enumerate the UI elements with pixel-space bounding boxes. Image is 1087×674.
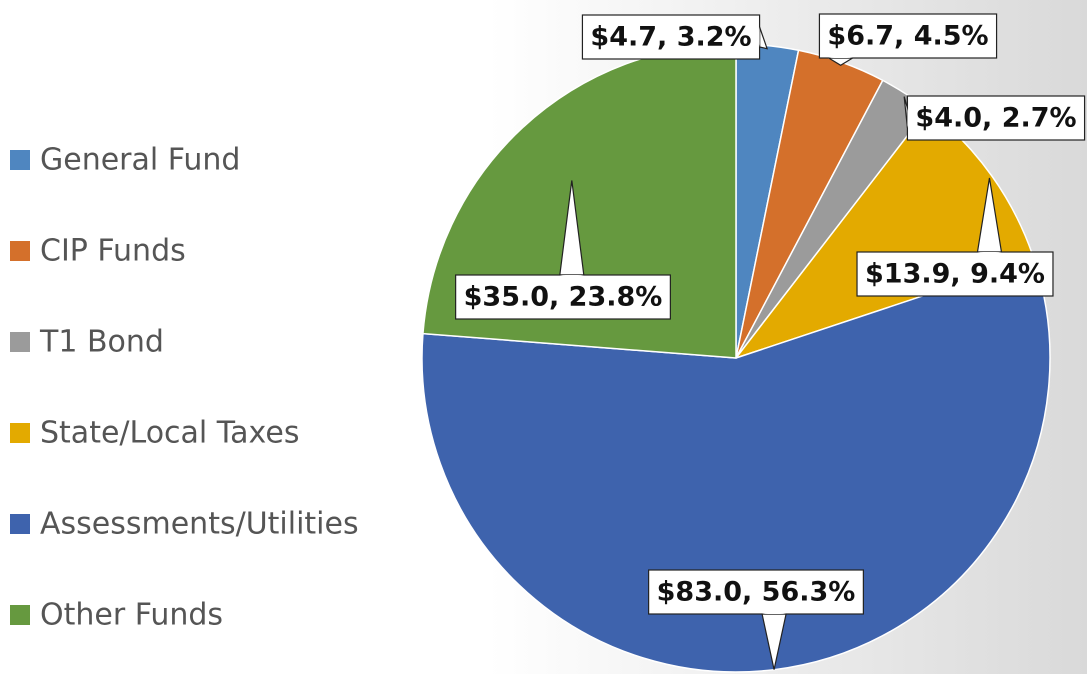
legend-label: State/Local Taxes — [40, 416, 299, 451]
legend-swatch — [10, 514, 30, 534]
legend-label: General Fund — [40, 143, 240, 178]
legend-label: CIP Funds — [40, 234, 186, 269]
legend-label: T1 Bond — [39, 325, 164, 360]
callout-seam — [757, 27, 760, 47]
callout-seam — [977, 252, 1002, 254]
callout-box — [856, 251, 1054, 297]
callout-seam — [907, 108, 910, 128]
data-labels: $4.7, 3.2% $6.7, 4.5% $4.0, 2.7% $13.9, 9.4… — [455, 13, 1086, 670]
callout-box — [648, 569, 864, 615]
data-label: $83.0, 56.3% — [657, 577, 856, 608]
legend-swatch — [10, 605, 30, 625]
legend-swatch — [10, 150, 30, 170]
callout-box — [818, 13, 998, 59]
callout-box — [455, 274, 671, 320]
data-label: $4.0, 2.7% — [915, 103, 1076, 134]
legend-label: Other Funds — [40, 598, 223, 633]
data-label: $35.0, 23.8% — [464, 282, 663, 313]
data-label: $6.7, 4.5% — [827, 21, 988, 52]
callout-box — [906, 95, 1086, 141]
legend-swatch — [10, 332, 30, 352]
legend-label: Assessments/Utilities — [40, 507, 359, 542]
legend-swatch — [10, 423, 30, 443]
legend: General Fund CIP Funds T1 Bond State/Local … — [10, 143, 359, 633]
data-label: $13.9, 9.4% — [865, 259, 1045, 290]
callout-seam — [762, 612, 787, 614]
legend-swatch — [10, 241, 30, 261]
callout-seam — [559, 275, 584, 277]
callout-seam — [828, 56, 853, 58]
data-label: $4.7, 3.2% — [590, 22, 751, 53]
